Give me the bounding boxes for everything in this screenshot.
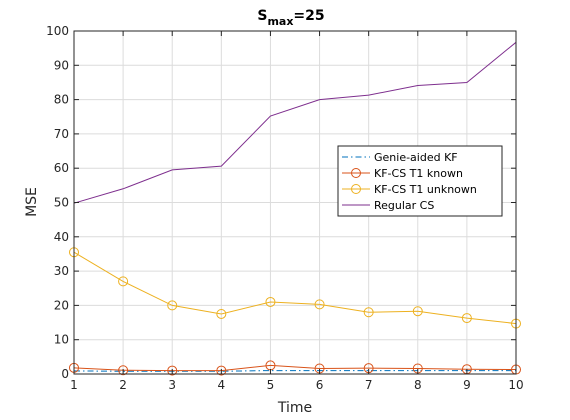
legend-entry-1: KF-CS T1 known bbox=[374, 167, 463, 180]
y-tick-label: 0 bbox=[61, 367, 69, 381]
y-tick-label: 60 bbox=[54, 161, 69, 175]
data-point bbox=[118, 276, 129, 287]
series-line-1 bbox=[73, 364, 517, 372]
legend-entry-2: KF-CS T1 unknown bbox=[374, 183, 477, 196]
legend-entry-3: Regular CS bbox=[374, 199, 434, 212]
x-tick-label: 2 bbox=[119, 378, 127, 392]
data-point bbox=[118, 365, 129, 376]
x-tick-label: 3 bbox=[168, 378, 176, 392]
y-axis-label: MSE bbox=[24, 187, 40, 217]
legend-box bbox=[337, 145, 503, 217]
legend-marker-1 bbox=[351, 168, 361, 178]
data-point bbox=[167, 300, 178, 311]
data-point bbox=[314, 299, 325, 310]
legend-marker-2 bbox=[351, 184, 361, 194]
data-point bbox=[216, 308, 227, 319]
chart-title: Smax=25 bbox=[257, 8, 324, 28]
x-tick-label: 10 bbox=[508, 378, 523, 392]
series-line-0 bbox=[73, 370, 516, 372]
x-tick-label: 6 bbox=[316, 378, 324, 392]
data-point bbox=[265, 296, 276, 307]
data-point bbox=[167, 365, 178, 376]
legend-entry-0: Genie-aided KF bbox=[374, 151, 458, 164]
x-axis-label: Time bbox=[277, 400, 312, 416]
x-tick-label: 4 bbox=[218, 378, 226, 392]
x-tick-label: 9 bbox=[463, 378, 471, 392]
x-tick-label: 8 bbox=[414, 378, 422, 392]
series-line-2 bbox=[73, 251, 517, 325]
data-point bbox=[363, 307, 374, 318]
y-tick-label: 10 bbox=[54, 333, 69, 347]
y-tick-label: 80 bbox=[54, 93, 69, 107]
y-tick-label: 100 bbox=[46, 24, 69, 38]
x-tick-label: 7 bbox=[365, 378, 373, 392]
data-point bbox=[461, 313, 472, 324]
y-tick-label: 30 bbox=[54, 264, 69, 278]
y-tick-label: 70 bbox=[54, 127, 69, 141]
y-tick-label: 40 bbox=[54, 230, 69, 244]
y-tick-label: 90 bbox=[54, 58, 69, 72]
x-tick-label: 5 bbox=[267, 378, 275, 392]
legend: Genie-aided KF KF-CS T1 known KF-CS T1 unk… bbox=[337, 145, 503, 217]
series-line-3 bbox=[73, 41, 517, 204]
y-tick-label: 50 bbox=[54, 196, 69, 210]
data-point bbox=[216, 365, 227, 376]
data-point bbox=[412, 306, 423, 317]
y-tick-label: 20 bbox=[54, 298, 69, 312]
x-tick-label: 1 bbox=[70, 378, 78, 392]
